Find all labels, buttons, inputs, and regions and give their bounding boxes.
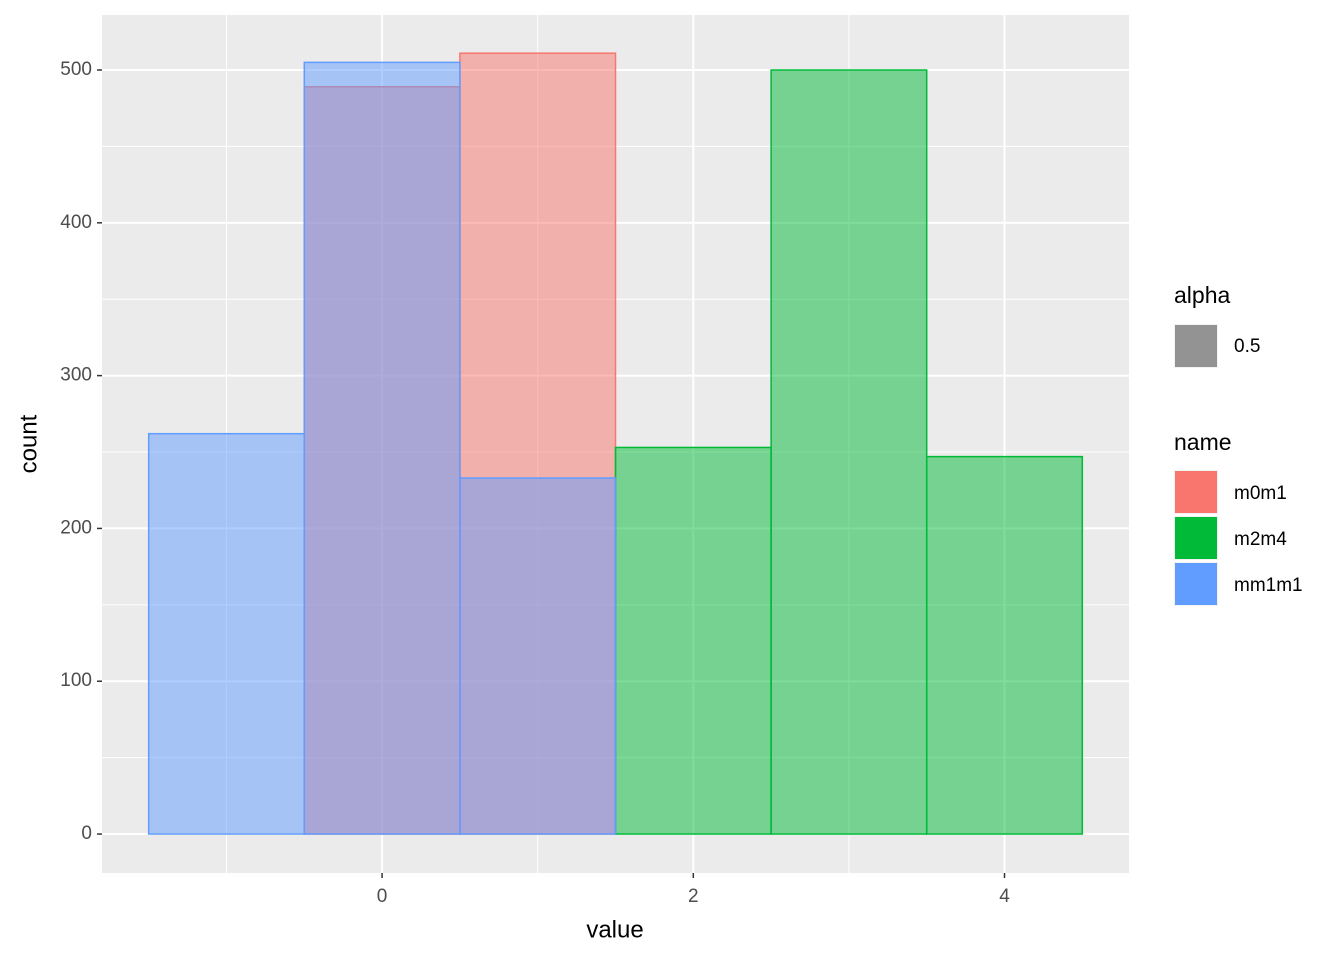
legend-swatch <box>1175 517 1217 559</box>
y-tick-label: 400 <box>60 212 92 233</box>
legend-key-fill <box>1175 325 1217 367</box>
legend-label: m2m4 <box>1234 529 1287 550</box>
legend-title: name <box>1174 429 1232 455</box>
bar <box>459 477 617 835</box>
x-axis-title: value <box>586 916 643 943</box>
bar <box>147 432 306 835</box>
legend-title: alpha <box>1174 282 1230 308</box>
y-tick-label: 100 <box>60 670 92 691</box>
bar <box>925 455 1084 835</box>
bar <box>770 69 928 835</box>
legend-label: mm1m1 <box>1234 575 1303 596</box>
y-axis-title: count <box>15 414 42 473</box>
y-tick-label: 500 <box>60 59 92 80</box>
x-tick-label: 2 <box>688 886 699 907</box>
legend-swatch <box>1175 563 1217 605</box>
bar <box>303 61 461 835</box>
legend-label: 0.5 <box>1234 336 1260 357</box>
bar <box>614 446 772 835</box>
y-tick-label: 200 <box>60 517 92 538</box>
x-tick-label: 0 <box>377 886 388 907</box>
y-tick-label: 0 <box>81 823 92 844</box>
x-tick-label: 4 <box>999 886 1010 907</box>
legend-label: m0m1 <box>1234 483 1287 504</box>
legend-swatch <box>1175 471 1217 513</box>
y-tick-label: 300 <box>60 365 92 386</box>
